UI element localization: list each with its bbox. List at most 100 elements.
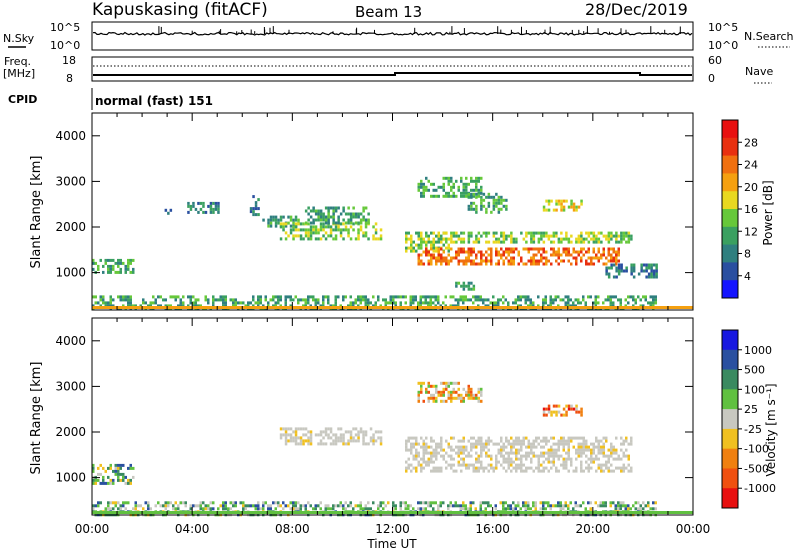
echo-cell [127,466,130,470]
echo-cell [609,295,612,299]
echo-cell [319,212,323,216]
echo-cell [620,448,623,452]
echo-cell [615,451,618,455]
echo-cell [517,250,520,254]
echo-cell [334,504,337,508]
echo-cell [124,295,127,299]
echo-cell [459,295,462,299]
echo-cell [405,466,408,470]
echo-cell [364,234,368,238]
echo-cell [452,191,455,195]
echo-cell [277,218,280,222]
echo-cell [312,209,315,213]
echo-cell [455,234,458,238]
echo-cell [467,250,470,254]
echo-cell [284,295,287,299]
echo-cell [342,298,345,302]
echo-cell [279,436,283,440]
echo-cell [189,298,192,302]
echo-cell [585,442,588,446]
echo-cell [542,256,545,260]
echo-cell [332,215,335,219]
echo-cell [319,218,323,222]
echo-cell [324,504,327,508]
echo-cell [502,240,506,244]
echo-cell [505,457,508,461]
echo-cell [495,460,498,464]
echo-cell [247,504,250,508]
echo-cell [470,396,473,400]
echo-cell [349,218,353,222]
echo-cell [422,194,425,198]
echo-cell [102,298,105,302]
echo-cell [472,436,475,440]
echo-cell [527,231,531,235]
echo-cell [332,439,335,443]
echo-cell [359,298,362,302]
echo-cell [417,259,420,263]
echo-cell [562,298,565,302]
echo-cell [377,507,380,511]
echo-cell [462,284,466,288]
echo-cell [470,393,473,397]
echo-cell [407,507,410,511]
echo-cell [517,466,520,470]
echo-cell [364,298,367,302]
echo-cell [307,501,310,505]
echo-cell [482,466,485,470]
echo-cell [555,253,558,257]
echo-cell [612,263,616,267]
echo-cell [379,504,382,508]
echo-cell [297,442,300,446]
echo-cell [219,295,222,299]
echo-cell [537,460,540,464]
colorbar-segment [722,226,738,246]
echo-cell [344,507,347,511]
echo-cell [422,507,425,511]
echo-cell [405,439,408,443]
echo-cell [442,188,445,192]
echo-cell [572,407,576,411]
echo-cell [547,407,551,411]
echo-cell [412,507,415,511]
echo-cell [122,472,125,476]
echo-cell [457,454,460,458]
echo-cell [615,256,618,260]
echo-cell [470,207,473,211]
echo-cell [595,436,598,440]
echo-cell [322,298,325,302]
echo-cell [329,225,333,229]
echo-cell [404,295,407,299]
echo-cell [254,301,257,305]
echo-cell [545,208,548,212]
echo-cell [417,237,420,241]
echo-cell [530,234,533,238]
echo-cell [219,504,222,508]
echo-cell [457,439,460,443]
echo-cell [435,469,438,473]
echo-cell [445,194,448,198]
echo-cell [367,237,370,241]
echo-cell [420,243,423,247]
echo-cell [497,240,501,244]
echo-cell [279,427,283,431]
colorbar-segment [722,244,738,263]
echo-cell [374,237,378,241]
echo-cell [542,231,546,235]
echo-cell [567,436,570,440]
echo-cell [592,448,595,452]
echo-cell [299,298,302,302]
echo-cell [224,301,227,305]
echo-cell [497,460,500,464]
echo-cell [457,281,461,285]
colorbar-tick-label: -100 [744,443,769,456]
echo-cell [547,439,550,443]
echo-cell [505,469,508,473]
echo-cell [204,210,208,214]
echo-cell [525,445,528,449]
echo-cell [535,454,538,458]
echo-cell [520,460,523,464]
echo-cell [284,433,288,437]
echo-cell [282,222,285,226]
echo-cell [582,451,585,455]
